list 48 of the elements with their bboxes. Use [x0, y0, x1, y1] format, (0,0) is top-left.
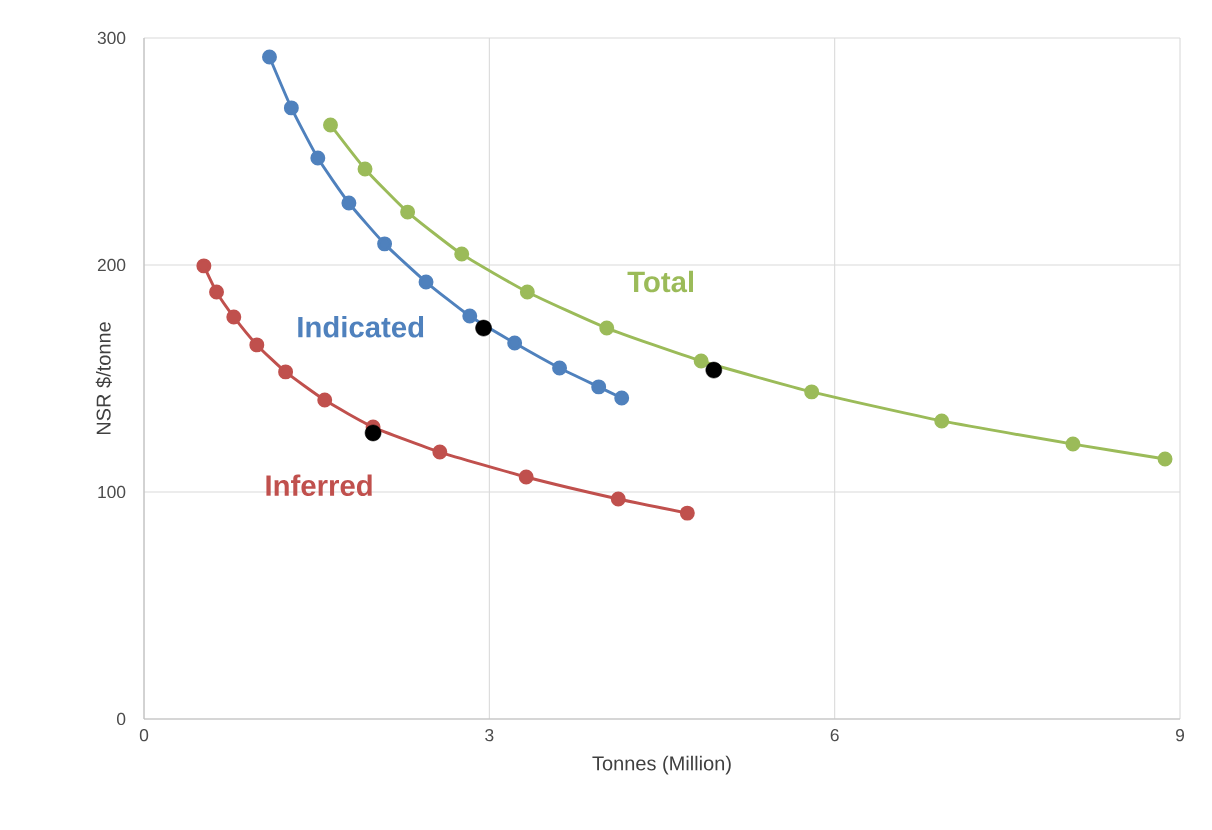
x-tick-label: 3: [485, 729, 494, 742]
point: [552, 360, 568, 376]
point: [693, 353, 709, 369]
point: [364, 424, 382, 442]
x-tick-label: 9: [1176, 729, 1185, 742]
point: [1157, 451, 1173, 467]
point: [679, 505, 695, 521]
point: [400, 204, 416, 220]
point: [317, 392, 333, 408]
point: [610, 491, 626, 507]
point: [418, 274, 434, 290]
point: [599, 320, 615, 336]
y-tick-label: 300: [97, 31, 126, 45]
series-label: Indicated: [298, 315, 424, 338]
point: [283, 100, 299, 116]
point: [278, 364, 294, 380]
y-tick-label: 100: [98, 485, 126, 499]
point: [475, 319, 492, 337]
point: [1065, 436, 1081, 452]
point: [341, 195, 357, 211]
point: [310, 150, 326, 166]
y-tick-label: 200: [97, 258, 126, 272]
point: [249, 337, 265, 353]
point: [518, 469, 534, 485]
y-axis-title: NSR $/tonne: [95, 322, 112, 435]
point: [262, 49, 277, 65]
point: [323, 117, 338, 133]
point: [591, 379, 607, 395]
x-tick-label: 6: [830, 729, 839, 742]
point: [377, 236, 393, 252]
point: [432, 444, 448, 460]
point: [196, 258, 212, 274]
point: [519, 284, 535, 300]
point: [209, 284, 224, 300]
series-label: Inferred: [266, 474, 372, 496]
point: [357, 161, 373, 177]
point: [804, 384, 820, 400]
point: [507, 335, 523, 351]
point: [462, 308, 478, 324]
point: [454, 246, 470, 262]
x-tick-label: 0: [139, 729, 149, 742]
series-label: Total: [627, 270, 694, 293]
y-tick-label: 0: [116, 712, 126, 726]
point: [614, 390, 630, 406]
x-axis-title: Tonnes (Million): [592, 755, 731, 775]
point: [226, 309, 242, 325]
point: [934, 413, 950, 429]
point: [705, 361, 723, 379]
